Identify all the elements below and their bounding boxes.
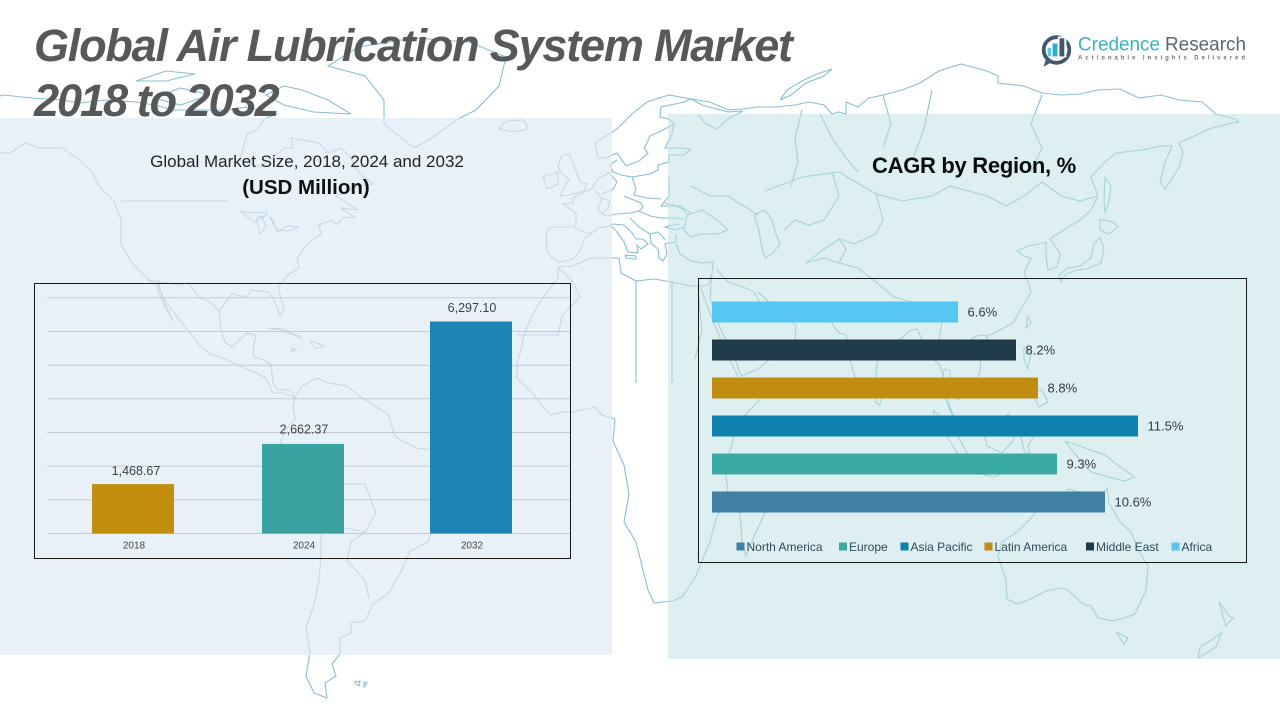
svg-text:2,662.37: 2,662.37 — [280, 423, 329, 437]
svg-text:11.5%: 11.5% — [1148, 419, 1184, 434]
svg-text:Credence: Credence — [1078, 33, 1160, 55]
svg-text:1,468.67: 1,468.67 — [112, 464, 161, 478]
svg-text:North America: North America — [747, 540, 823, 554]
svg-text:6.6%: 6.6% — [968, 305, 998, 320]
svg-text:10.6%: 10.6% — [1115, 495, 1152, 510]
svg-text:Latin America: Latin America — [995, 540, 1068, 554]
svg-text:6,297.10: 6,297.10 — [448, 301, 497, 315]
svg-text:8.8%: 8.8% — [1048, 381, 1078, 396]
svg-text:Asia Pacific: Asia Pacific — [911, 540, 973, 554]
svg-text:9.3%: 9.3% — [1067, 457, 1097, 472]
svg-text:Actionable Insights Delivered: Actionable Insights Delivered — [1078, 56, 1245, 62]
svg-text:Middle East: Middle East — [1096, 540, 1159, 554]
svg-text:2018: 2018 — [123, 541, 146, 552]
svg-text:2032: 2032 — [461, 541, 484, 552]
svg-text:Research: Research — [1165, 33, 1246, 55]
svg-text:8.2%: 8.2% — [1026, 343, 1056, 358]
svg-text:Africa: Africa — [1182, 540, 1213, 554]
svg-text:2024: 2024 — [293, 541, 316, 552]
svg-text:Europe: Europe — [849, 540, 888, 554]
